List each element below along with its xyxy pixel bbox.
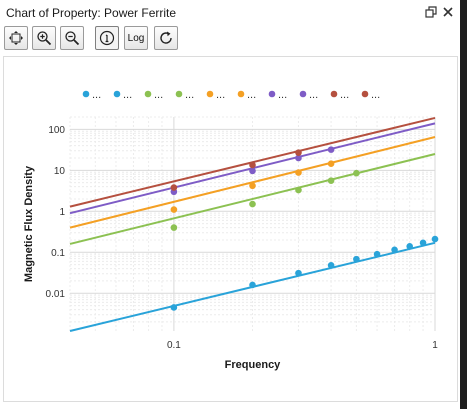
window-edge	[460, 0, 467, 409]
log-button-label: Log	[127, 32, 145, 44]
y-tick-label: 10	[54, 166, 66, 177]
data-point-series-3	[170, 206, 178, 213]
data-point-series-2	[170, 224, 178, 231]
data-point-series-5	[295, 149, 302, 156]
data-point-series-2	[249, 200, 256, 208]
x-tick-label: 1	[432, 340, 438, 351]
window-title: Chart of Property: Power Ferrite	[6, 6, 177, 20]
data-point-series-2	[295, 186, 302, 194]
title-bar: Chart of Property: Power Ferrite	[0, 0, 460, 24]
data-point-series-1	[419, 239, 427, 247]
legend-marker-4	[175, 90, 183, 98]
legend-marker-5	[206, 90, 214, 98]
zoom-out-button[interactable]	[60, 26, 84, 50]
y-axis-label: Magnetic Flux Density	[23, 165, 35, 282]
refresh-icon	[160, 31, 172, 44]
legend-label-8: ...	[309, 89, 318, 101]
legend-label-3: ...	[154, 89, 163, 101]
data-point-series-1	[295, 269, 302, 277]
legend-label-10: ...	[371, 89, 380, 101]
fit-view-button[interactable]	[4, 26, 28, 50]
data-points	[170, 146, 439, 311]
data-point-series-1	[406, 242, 413, 250]
x-axis-label: Frequency	[225, 359, 282, 371]
legend-marker-8	[299, 90, 307, 98]
x-tick-label: 0.1	[167, 340, 181, 351]
legend-label-1: ...	[92, 89, 101, 101]
fit-view-icon	[9, 31, 23, 45]
zoom-in-icon	[37, 31, 52, 46]
legend-marker-6	[237, 90, 245, 98]
legend-marker-3	[144, 90, 152, 98]
data-point-series-2	[353, 169, 360, 177]
chart-panel: .............................. 0.1 1 100 10…	[3, 56, 458, 402]
legend-marker-1	[82, 90, 90, 98]
info-circle-icon	[99, 30, 115, 46]
legend-marker-2	[113, 90, 121, 98]
legend-label-2: ...	[123, 89, 132, 101]
data-point-series-3	[295, 169, 302, 176]
data-point-series-1	[327, 262, 335, 269]
legend-marker-9	[330, 90, 338, 98]
y-tick-label: 0.1	[51, 248, 65, 259]
legend-label-9: ...	[340, 89, 349, 101]
data-point-series-5	[249, 161, 256, 169]
legend-label-6: ...	[247, 89, 256, 101]
data-point-series-1	[391, 246, 398, 254]
data-point-series-4	[249, 167, 256, 175]
close-icon[interactable]	[442, 6, 454, 18]
legend-label-7: ...	[278, 89, 287, 101]
chart: .............................. 0.1 110010…	[23, 89, 439, 371]
data-point-series-1	[249, 281, 256, 289]
log-button[interactable]: Log	[124, 26, 148, 50]
y-tick-label: 0.01	[46, 289, 66, 300]
legend: ..............................	[82, 89, 380, 101]
data-point-series-4	[295, 154, 302, 162]
refresh-button[interactable]	[154, 26, 178, 50]
data-point-series-5	[170, 184, 178, 191]
data-point-series-1	[170, 304, 178, 311]
legend-marker-10	[361, 90, 369, 98]
data-point-series-3	[327, 160, 335, 168]
info-button[interactable]	[95, 26, 119, 50]
data-point-series-1	[353, 255, 360, 263]
y-tick-label: 100	[48, 125, 65, 136]
legend-marker-7	[268, 90, 276, 98]
grid	[69, 116, 436, 331]
zoom-in-button[interactable]	[32, 26, 56, 50]
fit-line-3	[69, 136, 436, 229]
y-tick-label: 1	[59, 207, 65, 218]
legend-label-4: ...	[185, 89, 194, 101]
tick-labels: 0.1 1 100 10 1 0.1 0.01	[46, 125, 439, 351]
data-point-series-3	[249, 182, 256, 190]
zoom-out-icon	[65, 31, 80, 46]
fit-line-2	[69, 153, 436, 245]
data-point-series-4	[327, 146, 335, 153]
data-point-series-2	[327, 177, 335, 184]
data-point-series-1	[373, 250, 381, 258]
legend-label-5: ...	[216, 89, 225, 101]
data-point-series-1	[431, 235, 439, 243]
restore-window-icon[interactable]	[425, 6, 437, 18]
